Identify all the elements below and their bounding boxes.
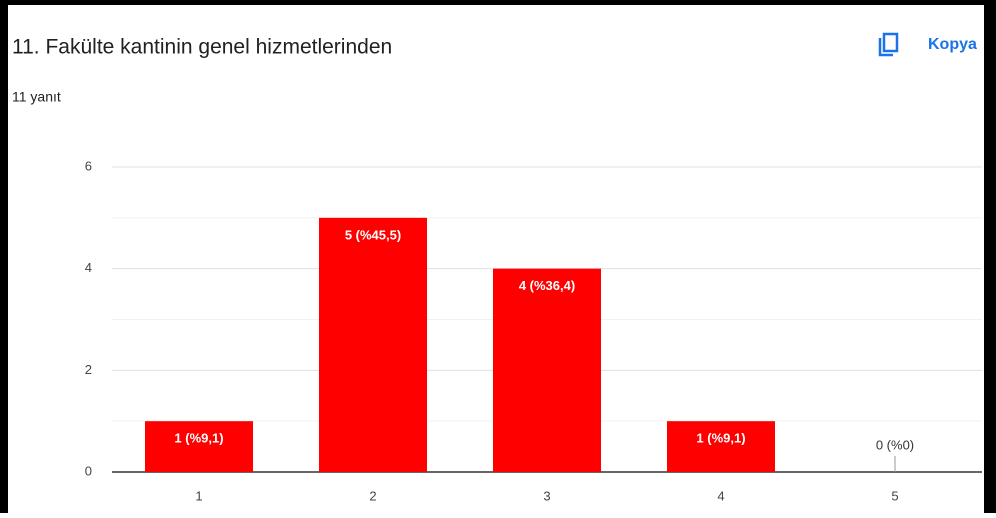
copy-label: Kopya: [928, 36, 977, 53]
bar: [667, 421, 775, 472]
y-tick-label: 0: [85, 463, 92, 478]
copy-button[interactable]: Kopya: [878, 32, 977, 57]
copy-icon: [882, 32, 899, 53]
y-tick-label: 6: [85, 158, 92, 173]
x-tick-label: 5: [891, 488, 898, 503]
bar: [145, 421, 253, 472]
bar: [319, 217, 427, 472]
bar: [493, 268, 601, 472]
y-tick-label: 2: [85, 362, 92, 377]
question-title: 11. Fakülte kantinin genel hizmetlerinde…: [12, 36, 392, 59]
response-count: 11 yanıt: [12, 89, 61, 105]
x-tick-label: 3: [543, 488, 550, 503]
value-label: 0 (%0): [876, 437, 914, 452]
y-tick-label: 4: [85, 260, 92, 275]
x-tick-label: 1: [195, 488, 202, 503]
value-label: 1 (%9,1): [174, 431, 223, 446]
copy-icon-back: [878, 38, 893, 57]
x-tick-label: 2: [369, 488, 376, 503]
value-label: 5 (%45,5): [345, 227, 401, 242]
value-label: 4 (%36,4): [519, 278, 575, 293]
value-label: 1 (%9,1): [696, 431, 745, 446]
x-tick-label: 4: [717, 488, 724, 503]
